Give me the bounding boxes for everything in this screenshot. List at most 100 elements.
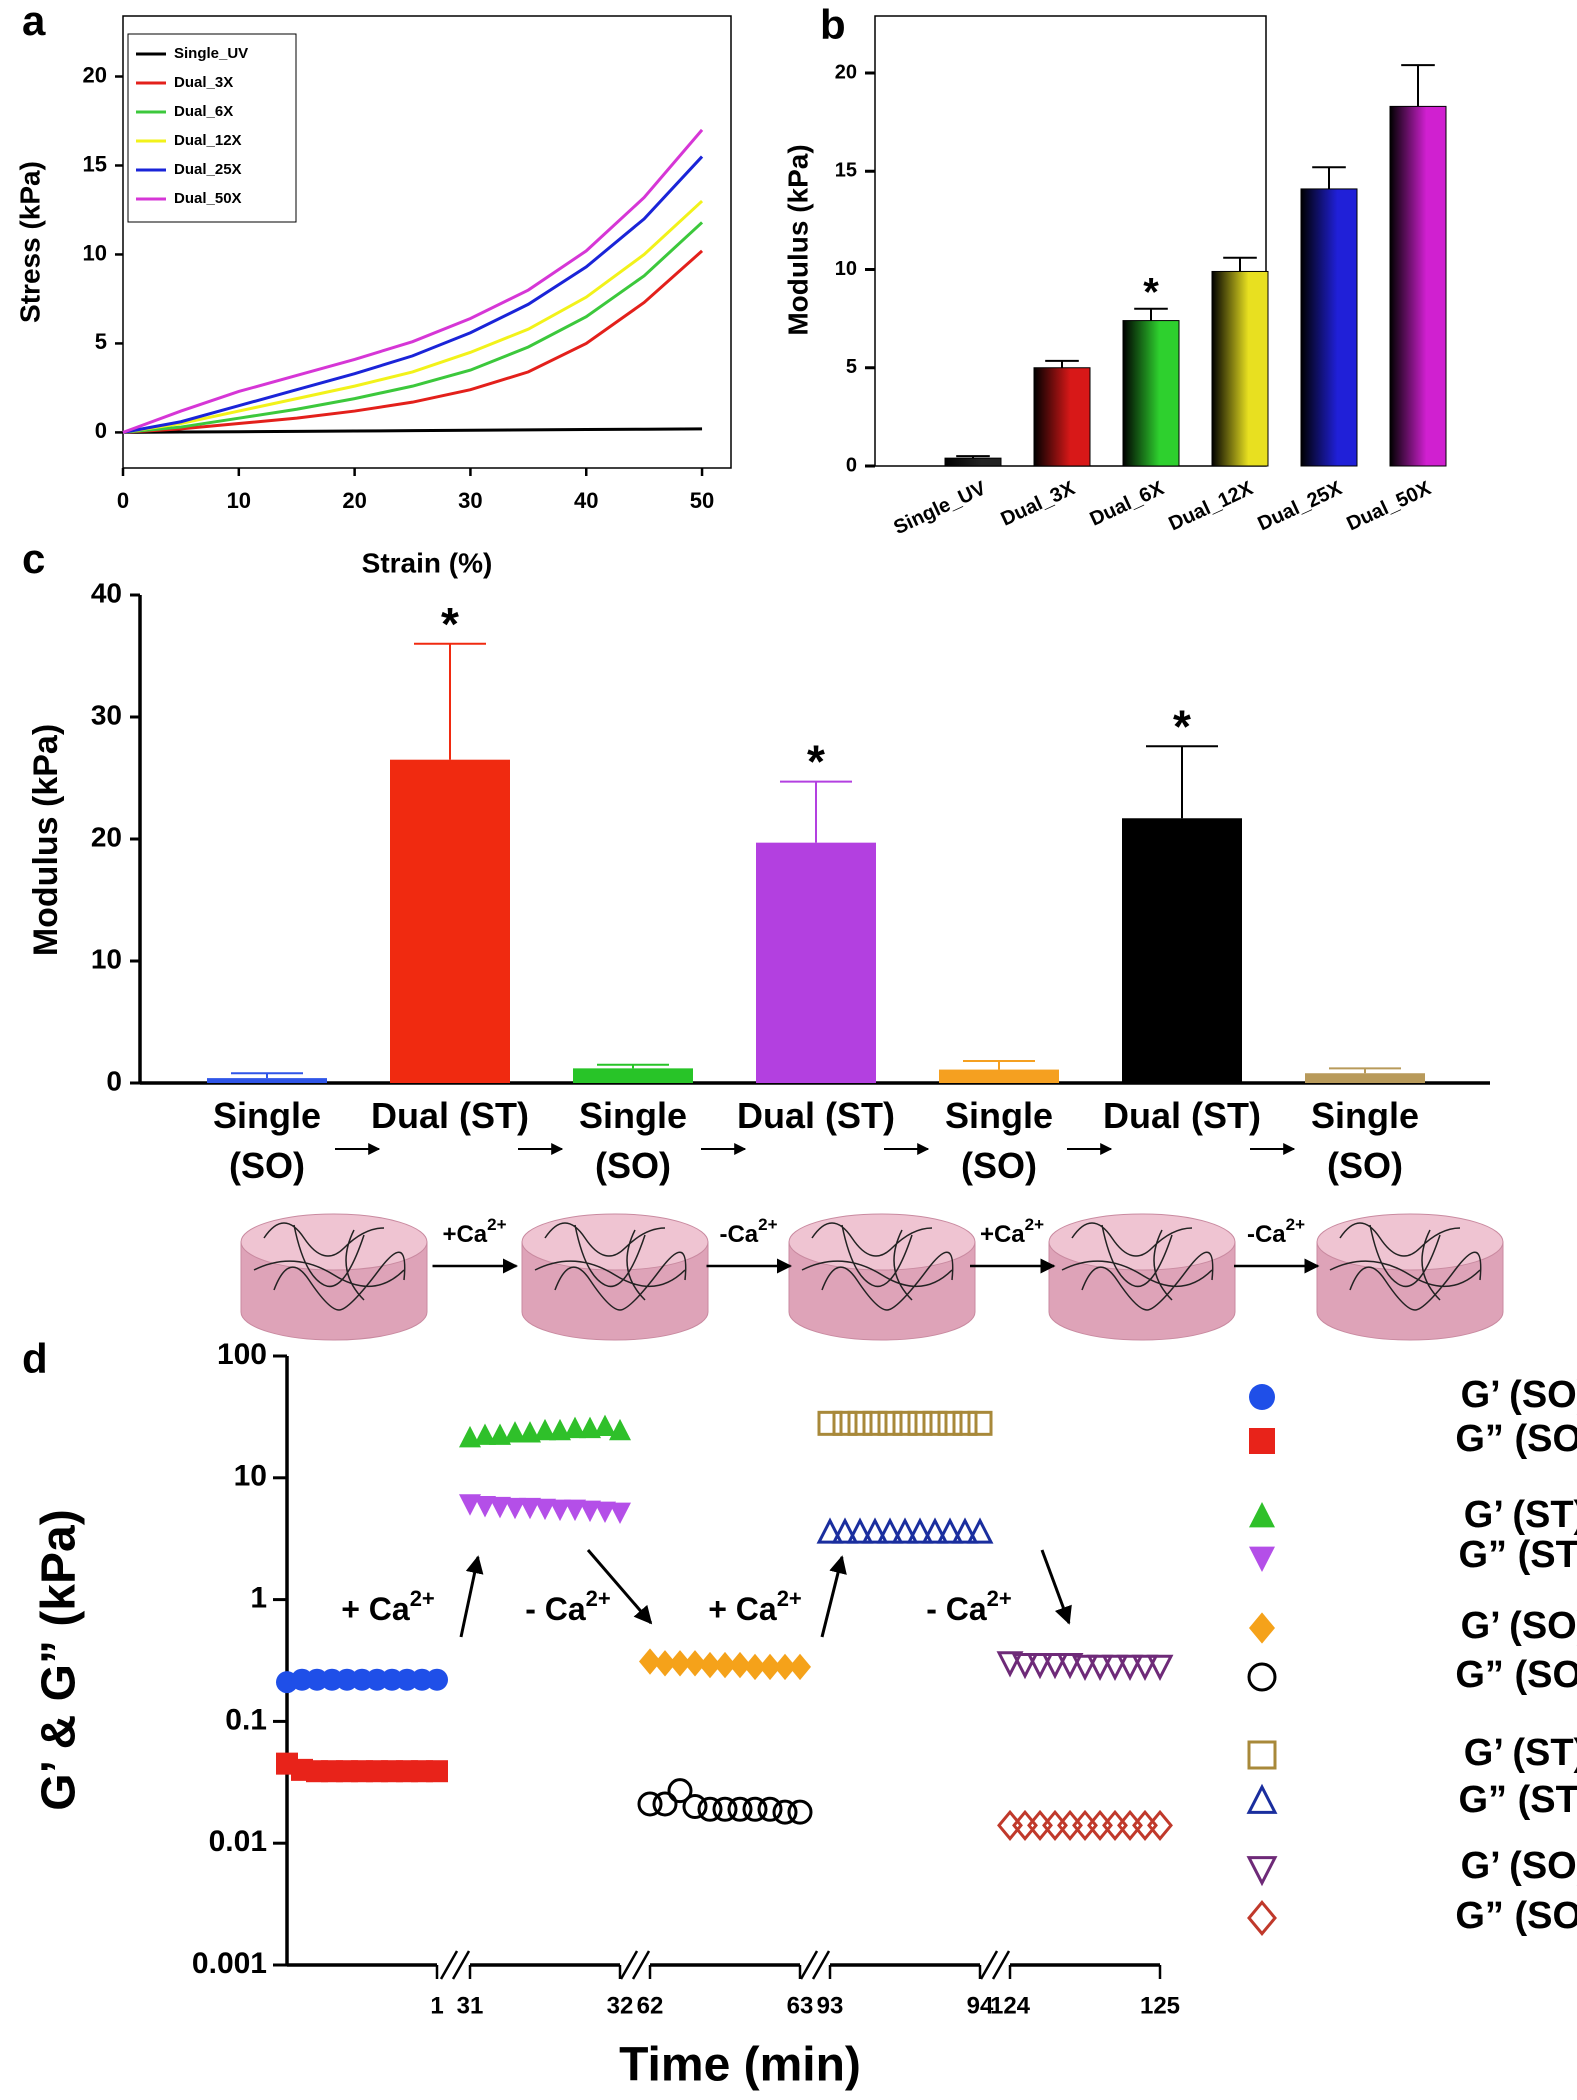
- marker: [1042, 1809, 1068, 1841]
- legend-label: G” (SO): [1455, 1654, 1577, 1696]
- panel-label: c: [22, 535, 45, 582]
- marker: [831, 1517, 859, 1544]
- x-tick-label: 93: [817, 1992, 844, 2019]
- transition-label: +Ca2+: [980, 1215, 1044, 1248]
- y-tick-label: 0.001: [192, 1947, 267, 1980]
- y-tick-label: 15: [83, 151, 107, 176]
- marker: [906, 1517, 934, 1544]
- axis-break: [631, 1950, 651, 1980]
- bar: [207, 1078, 327, 1083]
- marker: [832, 1410, 858, 1436]
- marker: [609, 1418, 631, 1441]
- annotation-arrow: [1040, 1549, 1072, 1625]
- marker: [876, 1517, 904, 1544]
- bar: [1122, 320, 1180, 467]
- marker: [729, 1651, 751, 1679]
- marker: [772, 1799, 798, 1825]
- legend-label: Dual_12X: [174, 132, 242, 149]
- x-tick-label: Dual_50X: [1343, 477, 1435, 535]
- y-axis-label: G’ & G” (kPa): [33, 1509, 86, 1810]
- hydrogel-disc-top: [1048, 1213, 1236, 1271]
- transition-label: -Ca2+: [1247, 1215, 1305, 1248]
- y-tick-label: 20: [835, 61, 857, 83]
- marker: [1147, 1809, 1173, 1841]
- y-tick-label: 1: [250, 1582, 267, 1615]
- axis-break: [439, 1950, 459, 1980]
- x-tick-label: Dual (ST): [737, 1095, 895, 1136]
- legend-marker: [1246, 1856, 1278, 1887]
- marker: [817, 1410, 843, 1436]
- marker: [1012, 1809, 1038, 1841]
- legend-marker: [1249, 1384, 1275, 1410]
- legend-marker: [1246, 1783, 1278, 1814]
- bar: [390, 759, 510, 1083]
- transition-text: +Ca: [442, 1221, 487, 1248]
- legend-label: Dual_6X: [174, 103, 233, 120]
- x-tick-label: Single (SO): [578, 1095, 688, 1186]
- significance-mark: *: [441, 598, 459, 650]
- bar: [939, 1069, 1059, 1083]
- marker: [907, 1410, 933, 1436]
- plot-frame: [122, 15, 732, 469]
- marker: [1086, 1654, 1114, 1682]
- bar: [944, 457, 1002, 467]
- x-tick-label: 62: [637, 1992, 664, 2019]
- legend-marker: [1249, 1428, 1275, 1454]
- annotation-sup: 2+: [777, 1586, 802, 1611]
- marker: [594, 1414, 616, 1437]
- legend-marker: [1249, 1546, 1275, 1572]
- axis-break: [979, 1950, 999, 1980]
- legend-label: G” (SO): [1455, 1895, 1577, 1937]
- data-line: [122, 221, 704, 434]
- marker: [996, 1651, 1024, 1678]
- transition-sup: 2+: [1286, 1215, 1305, 1234]
- axis-break: [991, 1950, 1011, 1980]
- marker: [697, 1796, 723, 1822]
- marker: [877, 1410, 903, 1436]
- marker: [862, 1410, 888, 1436]
- transition-sup: 2+: [758, 1215, 777, 1234]
- marker: [742, 1796, 768, 1822]
- marker: [474, 1423, 496, 1445]
- legend-marker: [1249, 1502, 1275, 1528]
- x-tick-label: 125: [1140, 1992, 1180, 2019]
- x-tick-label: Single (SO): [1310, 1095, 1420, 1186]
- legend-label: Dual_3X: [174, 74, 233, 91]
- x-tick-label: 10: [227, 488, 251, 513]
- y-tick-label: 20: [83, 62, 107, 87]
- marker: [1102, 1809, 1128, 1841]
- marker: [937, 1410, 963, 1436]
- marker: [579, 1500, 601, 1523]
- legend-label: Single_UV: [174, 45, 248, 62]
- legend-marker: [1247, 1662, 1277, 1692]
- x-tick-label: Single (SO): [212, 1095, 322, 1186]
- x-tick-label: 1: [430, 1992, 443, 2019]
- polymer-network: [1329, 1222, 1482, 1311]
- annotation-text: + Ca: [708, 1591, 777, 1627]
- marker: [684, 1650, 706, 1677]
- panel-label: d: [22, 1335, 48, 1382]
- marker: [727, 1796, 753, 1822]
- marker: [459, 1494, 481, 1516]
- x-tick-label: Dual_25X: [1254, 477, 1346, 535]
- y-tick-label: 0: [846, 454, 857, 476]
- x-tick-label: 50: [690, 488, 714, 513]
- bar: [1211, 270, 1269, 467]
- axis-break: [811, 1950, 831, 1980]
- marker: [787, 1799, 813, 1825]
- annotation-arrow: [820, 1555, 847, 1638]
- y-tick-label: 5: [846, 356, 857, 378]
- marker: [534, 1498, 556, 1521]
- marker: [504, 1421, 526, 1443]
- x-tick-label: Dual_12X: [1165, 477, 1257, 535]
- y-tick-label: 0: [95, 418, 107, 443]
- marker: [426, 1760, 448, 1783]
- legend-label: G” (SO): [1455, 1418, 1577, 1460]
- marker: [1056, 1652, 1084, 1680]
- axis-break: [451, 1950, 471, 1980]
- marker: [639, 1648, 661, 1675]
- y-tick-label: 0: [106, 1065, 122, 1096]
- significance-mark: *: [807, 736, 825, 788]
- annotation-text: + Ca: [341, 1591, 410, 1627]
